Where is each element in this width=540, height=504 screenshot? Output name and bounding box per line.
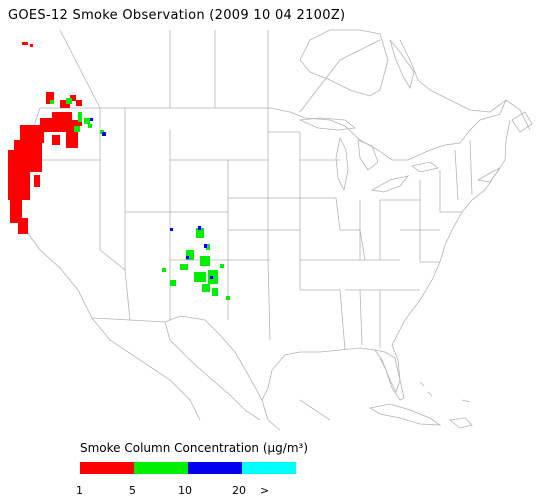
legend-segment-1-5 [80,462,134,474]
map-title: GOES-12 Smoke Observation (2009 10 04 21… [8,8,346,23]
labrador [399,39,531,131]
legend-tick-20: 20 [232,484,246,497]
lake-michigan [335,136,349,192]
smoke-map [8,29,533,431]
nova-scotia [476,167,501,183]
lake-huron [357,139,379,171]
legend-segment-20-plus [242,462,296,474]
florida [374,349,405,401]
cuba [368,403,442,426]
lake-superior [298,117,356,131]
legend-tick-greater: > [260,484,270,497]
smoke-green-southwest [162,228,230,300]
legend-tick-10: 10 [178,484,192,497]
smoke-red-pacific-northwest [8,42,82,234]
smoke-blue-northwest [90,118,106,136]
legend-segment-10-20 [188,462,242,474]
us-canada-border [40,99,507,161]
hudson-bay [299,29,389,97]
lake-ontario [411,161,439,173]
legend-segment-5-10 [134,462,188,474]
newfoundland [511,111,533,133]
legend-title: Smoke Column Concentration (μg/m³) [80,441,308,455]
boundaries [13,29,533,431]
legend-tick-1: 1 [76,484,83,497]
hispaniola [449,417,473,429]
lake-erie [370,175,410,193]
legend-color-bar [80,462,296,474]
smoke-blue-southwest [170,226,213,279]
baffin [389,39,415,90]
legend-tick-5: 5 [129,484,136,497]
southern-border [91,315,401,401]
mexico-coast [91,317,261,421]
atlantic-coast [391,119,511,346]
